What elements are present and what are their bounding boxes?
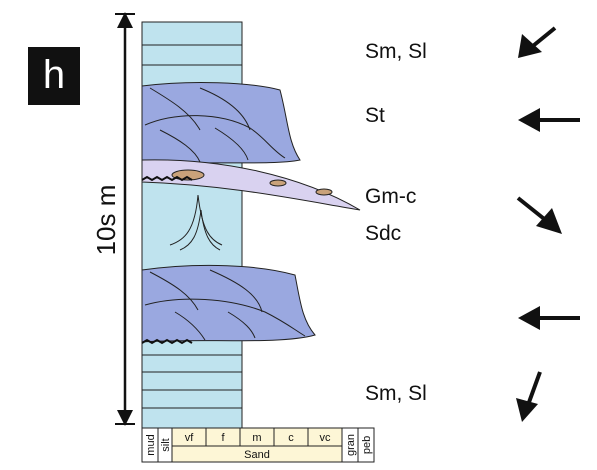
clast [270,180,286,186]
paleocurrent-arrows [516,28,580,422]
facies-label: Gm-c [365,185,416,208]
grain-size-label: gran [345,434,357,456]
panel-label: h [43,53,65,97]
clast [316,189,332,195]
grain-size-label: silt [160,438,172,451]
cross-bedded-lobe [142,265,315,342]
facies-label: Sm, Sl [365,40,427,63]
sand-label: Sand [244,449,270,461]
grain-size-label: vc [320,432,332,444]
sedimentary-log: h 10s m mudsiltvffmcvcgranpebSand Sm, Sl… [0,0,597,470]
facies-label: St [365,104,385,127]
grain-size-label: m [252,432,261,444]
scale-label: 10s m [91,185,121,256]
grain-size-label: peb [361,436,373,454]
grain-size-label: mud [145,434,157,455]
grain-size-label: vf [185,432,195,444]
grain-size-label: c [288,432,294,444]
cross-bedded-lobe [142,83,300,165]
facies-label: Sm, Sl [365,382,427,405]
facies-label: Sdc [365,222,401,245]
